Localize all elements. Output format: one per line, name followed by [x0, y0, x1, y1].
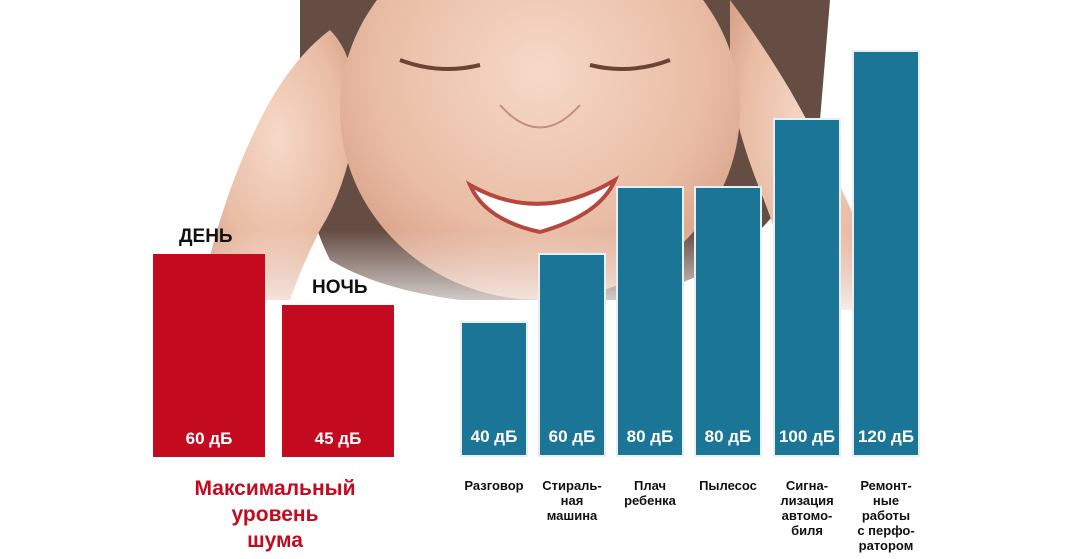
category-label: Ремонт- ные работы с перфо- ратором	[857, 478, 915, 553]
bar-value-label: 80 дБ	[626, 427, 674, 446]
bar-value-label: 60 дБ	[185, 429, 233, 448]
category-label: Разговор	[464, 478, 524, 493]
bar-value-label: 80 дБ	[704, 427, 752, 446]
category-label-day: ДЕНЬ	[179, 226, 233, 247]
category-label: Стираль- ная машина	[542, 478, 602, 523]
bar-value-label: 100 дБ	[778, 427, 836, 446]
category-label: Пылесос	[699, 478, 757, 493]
category-label: Плач ребенка	[624, 478, 676, 508]
chart-title: Максимальный уровень шума	[194, 477, 356, 552]
bar-value-label: 45 дБ	[314, 429, 362, 448]
bar-value-label: 60 дБ	[548, 427, 596, 446]
noise-bar-4: 80 дБ	[694, 186, 762, 457]
bar-value-label: 40 дБ	[470, 427, 518, 446]
bar-day: 60 дБ	[153, 254, 265, 457]
noise-bar-3: 80 дБ	[616, 186, 684, 457]
category-label-night: НОЧЬ	[312, 277, 368, 298]
noise-bar-5: 100 дБ	[773, 118, 841, 457]
bar-night: 45 дБ	[282, 305, 394, 457]
noise-bar-2: 60 дБ	[538, 253, 606, 457]
noise-bar-1: 40 дБ	[460, 321, 528, 457]
bar-value-label: 120 дБ	[857, 427, 915, 446]
category-label: Сигна- лизация автомо- биля	[780, 478, 834, 538]
noise-bar-6: 120 дБ	[852, 50, 920, 457]
